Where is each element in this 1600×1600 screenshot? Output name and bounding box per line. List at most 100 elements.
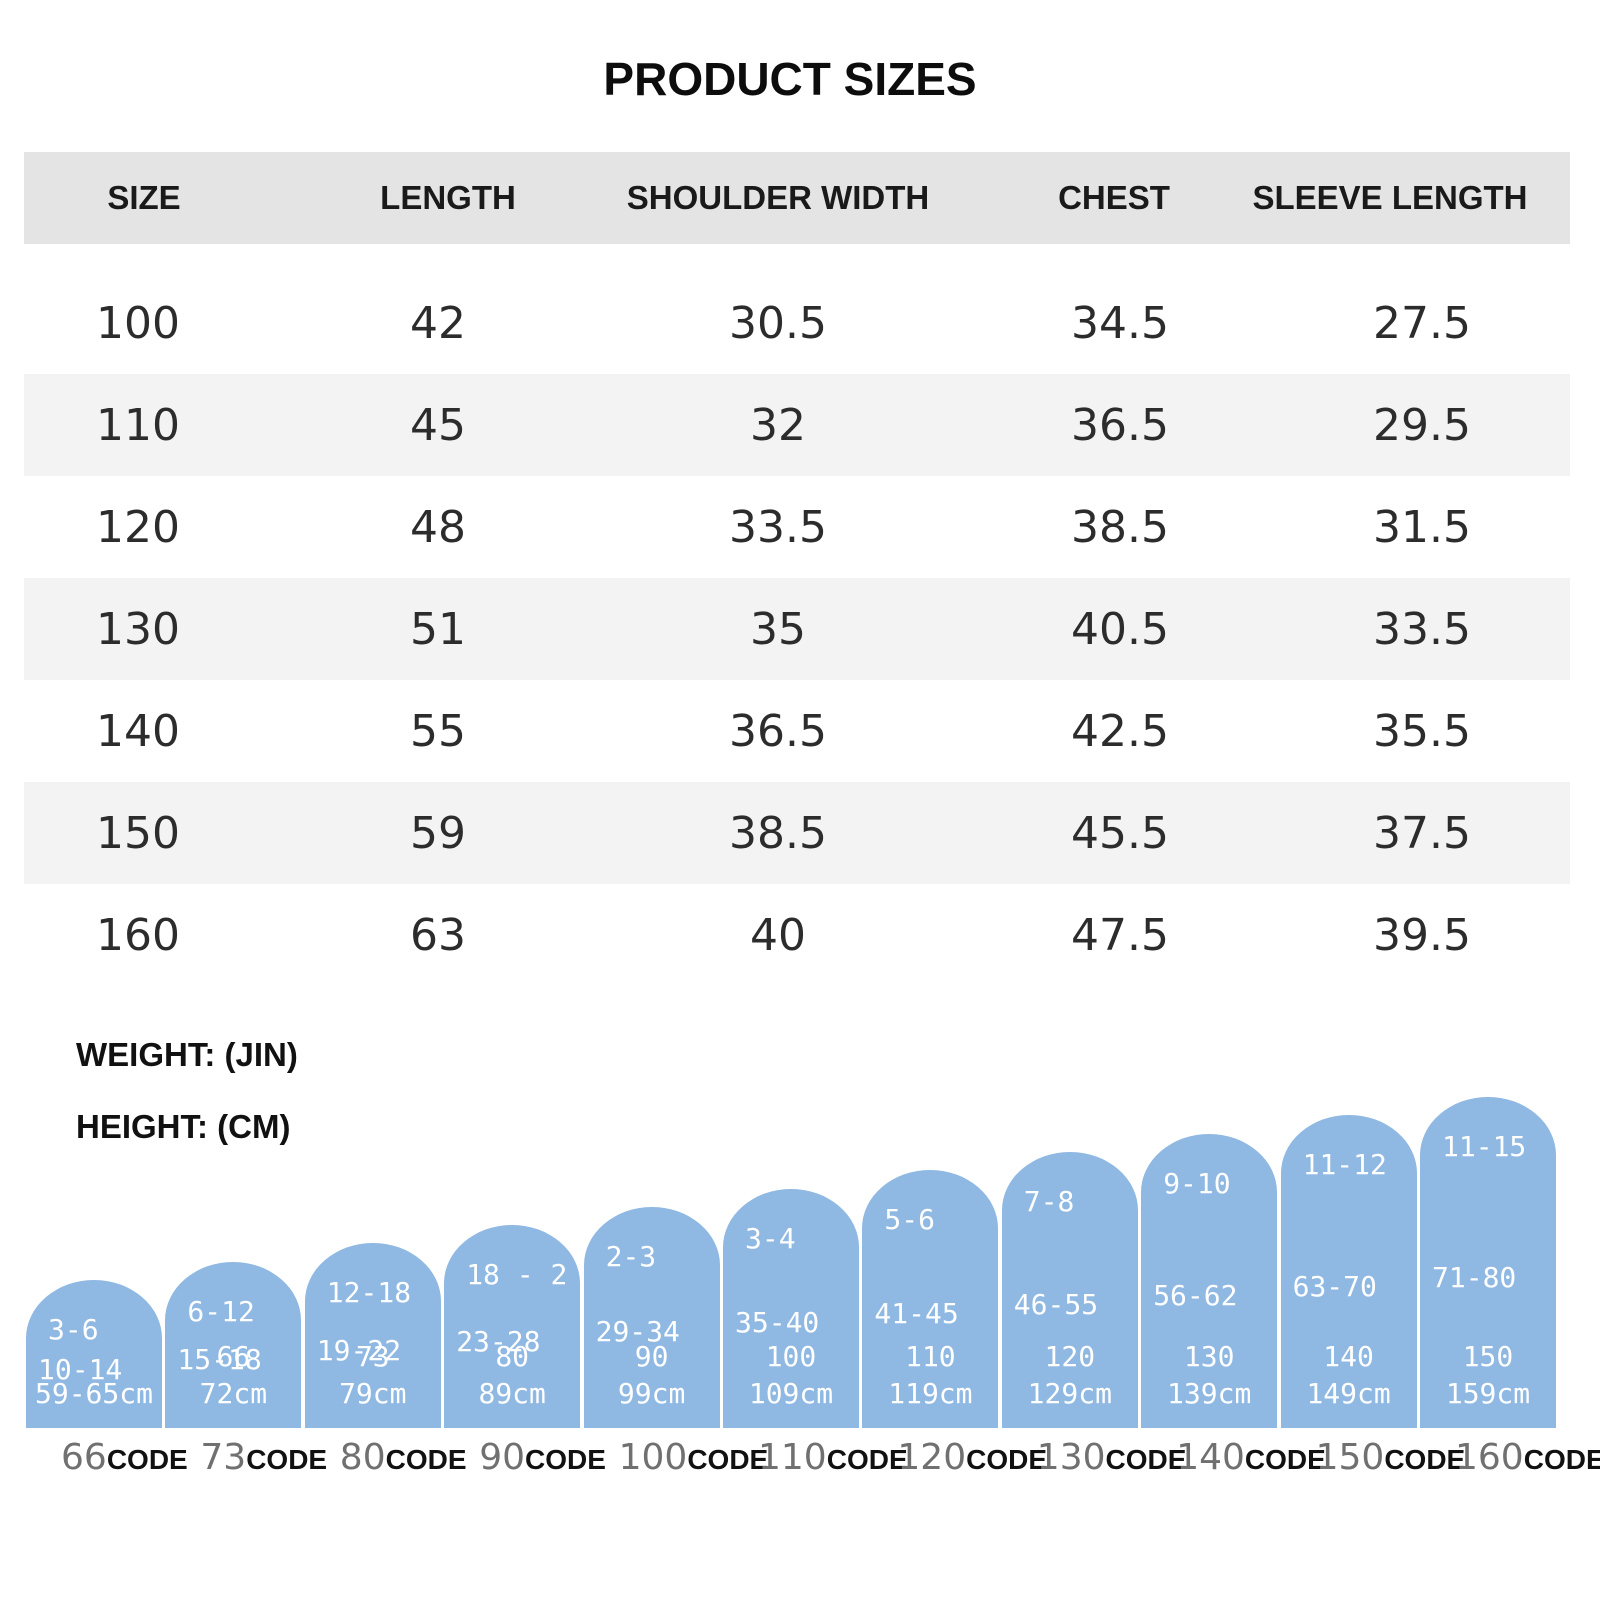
size-bar: 3-6 10-14 59-65cm [26,1280,162,1428]
cell-sleeve-length: 29.5 [1373,399,1471,451]
cell-sleeve-length: 33.5 [1373,603,1471,655]
bar-height-min-label: 130 [1183,1339,1235,1373]
size-code-word: CODE [1523,1444,1600,1475]
page-title: PRODUCT SIZES [603,53,977,105]
bar-height-range-label: 139cm [1167,1376,1252,1410]
size-bar: 11-12 63-70 140 149cm [1280,1115,1417,1428]
size-code-word: CODE [525,1444,606,1475]
cell-shoulder-width: 36.5 [729,705,827,757]
bar-age-label: 7-8 [1023,1184,1075,1218]
cell-length: 63 [410,909,466,961]
bar-height-min-label: 66 [216,1339,251,1373]
cell-sleeve-length: 27.5 [1373,297,1471,349]
size-code-word: CODE [106,1444,188,1475]
bar-height-min-label: 100 [765,1340,817,1373]
table-row: 120 48 33.5 38.5 31.5 [24,476,1570,578]
bar-height-range-label: 119cm [888,1376,973,1410]
cell-sleeve-length: 31.5 [1373,501,1471,553]
bar-weight-label: 56-62 [1153,1278,1238,1312]
bar-height-range-label: 89cm [478,1376,546,1410]
cell-chest: 40.5 [1071,603,1169,655]
bar-weight-label: 23-28 [456,1324,541,1358]
size-table: SIZE LENGTH SHOULDER WIDTH CHEST SLEEVE … [24,152,1570,986]
bar-weight-label: 10-14 [38,1353,123,1386]
header-length: LENGTH [380,179,516,216]
cell-length: 42 [410,297,466,349]
size-code-label: 150CODE [1316,1437,1466,1478]
cell-length: 59 [410,807,466,859]
cell-shoulder-width: 35 [750,603,806,655]
size-code-word: CODE [385,1444,467,1475]
size-code-label: 100CODE [619,1437,769,1478]
cell-shoulder-width: 30.5 [729,297,827,349]
bar-weight-label: 29-34 [595,1315,680,1349]
bar-height-range-label: 129cm [1027,1376,1112,1410]
cell-size: 120 [96,501,180,553]
size-code-word: CODE [1105,1444,1187,1475]
bar-age-label: 3-6 [48,1313,99,1346]
cell-shoulder-width: 40 [750,909,806,961]
bar-height-min-label: 110 [905,1339,956,1373]
size-bar: 7-8 46-55 120 129cm [1001,1151,1138,1428]
size-code-label: 90CODE [479,1437,606,1478]
size-bar: 11-15 71-80 150 159cm [1420,1097,1556,1428]
bar-weight-label: 41-45 [874,1297,959,1331]
size-bar: 2-3 29-34 90 99cm [583,1206,720,1428]
cell-length: 51 [410,603,466,655]
header-sleeve-length: SLEEVE LENGTH [1252,179,1528,216]
cell-sleeve-length: 35.5 [1373,705,1471,757]
size-code-number: 66 [61,1437,107,1478]
size-code-word: CODE [966,1444,1048,1475]
weight-legend: WEIGHT: (JIN) [76,1036,298,1073]
size-code-number: 100 [618,1437,688,1478]
bar-weight-label: 15-18 [177,1342,262,1376]
size-code-word: CODE [687,1444,769,1475]
cell-size: 140 [96,705,180,757]
cell-size: 110 [96,399,180,451]
size-code-word: CODE [1384,1444,1466,1475]
bar-height-range-label: 79cm [339,1376,407,1410]
bar-age-label: 18 - 2 [466,1258,568,1292]
size-bar: 18 - 2 23-28 80 89cm [444,1225,581,1428]
bar-age-label: 3-4 [745,1221,796,1255]
size-code-word: CODE [1244,1444,1326,1475]
size-code-number: 73 [200,1437,247,1478]
table-row: 100 42 30.5 34.5 27.5 [24,272,1570,374]
bar-height-min-label: 120 [1044,1339,1096,1373]
size-code-number: 90 [479,1437,525,1478]
cell-length: 55 [410,705,466,757]
bar-height-range-label: 72cm [199,1376,268,1410]
bar-age-label: 9-10 [1163,1166,1231,1200]
size-code-number: 140 [1176,1437,1245,1478]
cell-chest: 45.5 [1071,807,1169,859]
size-code-label: 73CODE [200,1437,327,1478]
cell-chest: 34.5 [1071,297,1169,349]
cell-length: 45 [410,399,466,451]
bar-weight-label: 63-70 [1292,1269,1377,1303]
bar-height-range-label: 59-65cm [34,1377,153,1410]
size-code-number: 130 [1036,1437,1106,1478]
bar-height-min-label: 140 [1323,1339,1374,1373]
size-code-number: 150 [1315,1437,1385,1478]
bar-height-range-label: 159cm [1445,1377,1531,1410]
bar-height-range-label: 109cm [748,1377,834,1410]
size-code-label: 110CODE [758,1437,908,1478]
size-code-label: 140CODE [1176,1437,1326,1478]
bar-height-range-label: 149cm [1306,1376,1391,1410]
size-code-label: 120CODE [897,1437,1047,1478]
bar-age-label: 12-18 [326,1276,412,1310]
size-bar: 6-12 15-18 66 72cm [165,1261,302,1428]
cell-chest: 36.5 [1071,399,1169,451]
bar-weight-label: 35-40 [735,1306,820,1340]
table-row: 140 55 36.5 42.5 35.5 [24,680,1570,782]
cell-size: 100 [96,297,180,349]
header-chest: CHEST [1058,179,1170,216]
cell-chest: 38.5 [1071,501,1169,553]
bar-height-min-label: 150 [1462,1340,1514,1373]
size-code-label: 160CODE [1455,1437,1600,1478]
bar-age-label: 11-12 [1302,1148,1387,1182]
table-row: 110 45 32 36.5 29.5 [24,374,1570,476]
table-body: 100 42 30.5 34.5 27.5 110 45 32 36.5 29.… [24,272,1570,986]
table-row: 150 59 38.5 45.5 37.5 [24,782,1570,884]
size-code-label: 66CODE [61,1437,188,1478]
